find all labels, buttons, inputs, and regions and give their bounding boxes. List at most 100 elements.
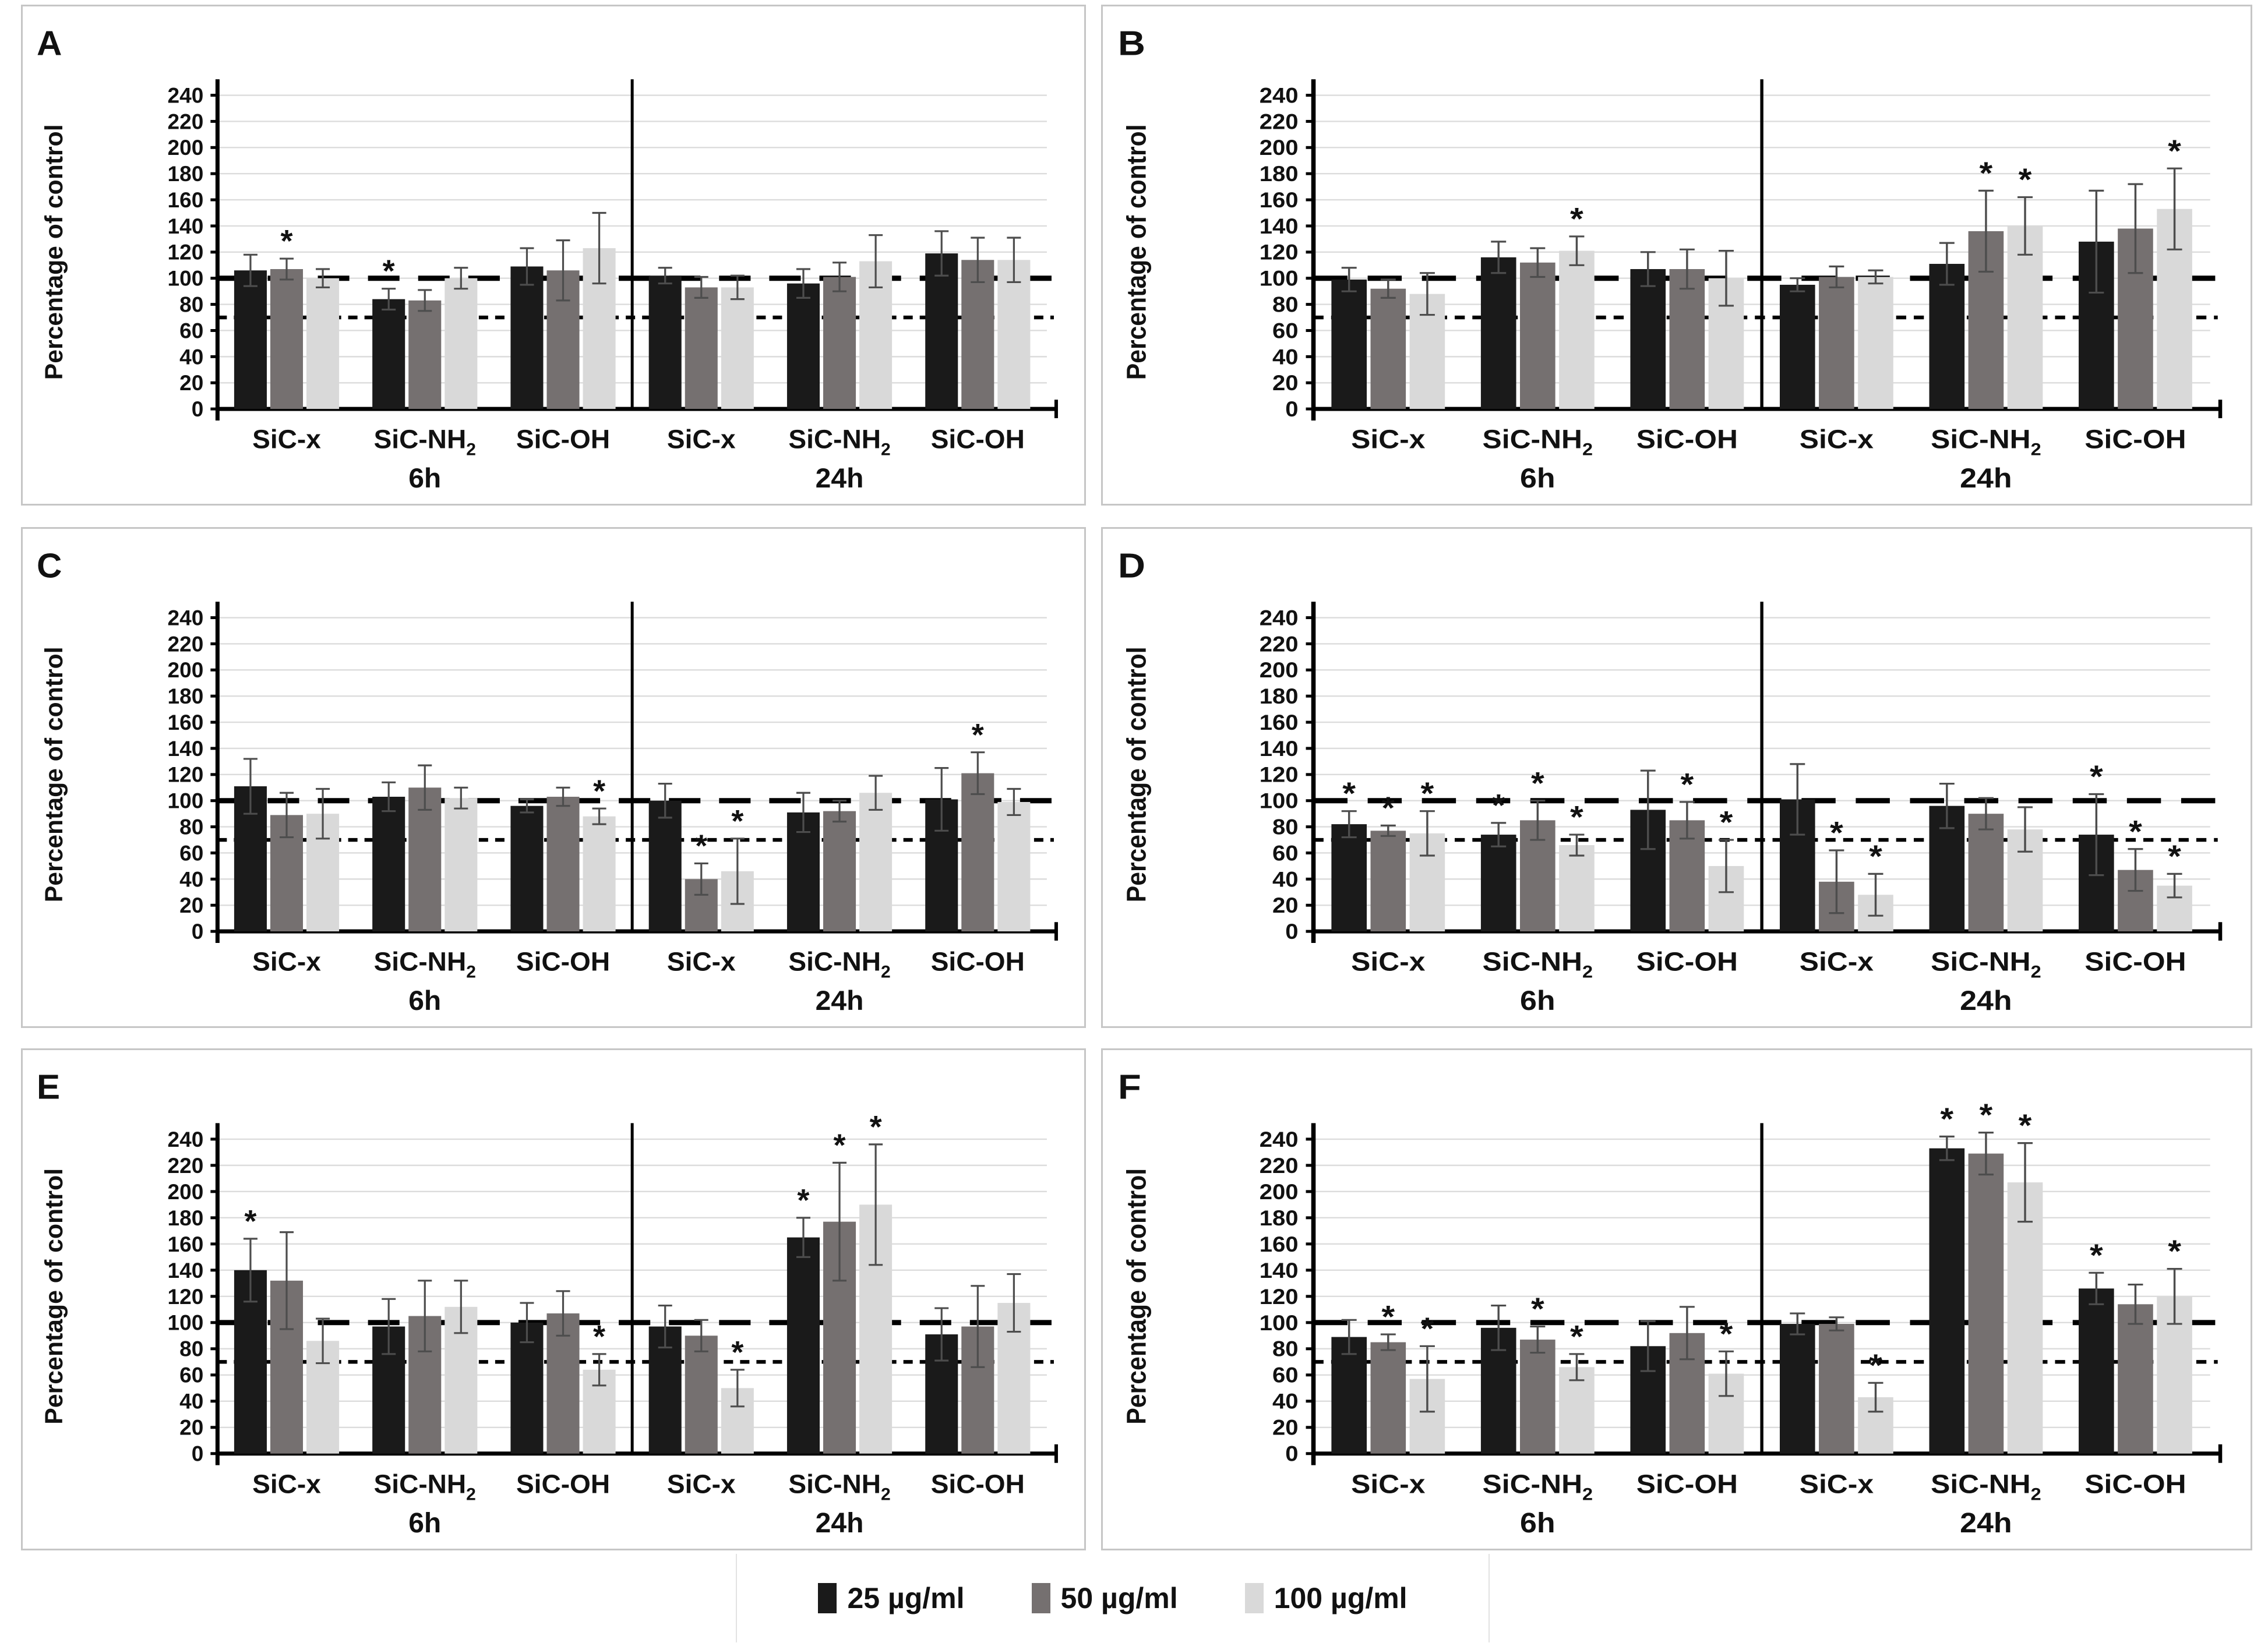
y-tick-label: 60 bbox=[179, 319, 203, 343]
y-tick-label: 100 bbox=[168, 1311, 204, 1335]
legend-label-50: 50 µg/ml bbox=[1060, 1582, 1178, 1614]
bar-B-6h-SiC-NH2-25 µg/ml bbox=[1480, 257, 1516, 409]
bar-C-6h-SiC-NH2-100 µg/ml bbox=[445, 798, 478, 932]
bar-D-6h-SiC-NH2-100 µg/ml bbox=[1559, 845, 1595, 932]
category-label: SiC-OH bbox=[516, 424, 610, 454]
category-label: SiC-x bbox=[667, 424, 736, 454]
significance-asterisk: * bbox=[834, 1128, 846, 1163]
bar-E-6h-SiC-OH-25 µg/ml bbox=[510, 1322, 544, 1454]
y-tick-label: 180 bbox=[1260, 685, 1299, 709]
category-label: SiC-OH bbox=[516, 1469, 610, 1499]
y-tick-label: 0 bbox=[1285, 920, 1298, 944]
y-tick-label: 40 bbox=[1272, 1390, 1299, 1414]
bar-B-24h-SiC-x-50 µg/ml bbox=[1819, 277, 1854, 409]
y-tick-label: 20 bbox=[1272, 1416, 1299, 1440]
category-label: SiC-NH2 bbox=[788, 1469, 890, 1504]
bar-C-6h-SiC-NH2-25 µg/ml bbox=[372, 796, 405, 932]
significance-asterisk: * bbox=[1940, 1101, 1953, 1136]
panel-letter: B bbox=[1118, 24, 1145, 63]
bar-C-24h-SiC-OH-100 µg/ml bbox=[997, 801, 1031, 932]
y-tick-label: 100 bbox=[168, 789, 204, 813]
y-tick-label: 100 bbox=[168, 267, 204, 291]
y-tick-label: 140 bbox=[168, 214, 204, 238]
y-tick-label: 160 bbox=[1260, 1232, 1299, 1256]
y-tick-label: 100 bbox=[1260, 267, 1299, 291]
bar-F-6h-SiC-NH2-50 µg/ml bbox=[1520, 1340, 1555, 1454]
legend-swatch-50-icon bbox=[1031, 1583, 1050, 1613]
panel-C: 0 20 40 60 80 100 120 140 160 180 200 220 240 Percent… bbox=[21, 527, 1086, 1028]
significance-asterisk: * bbox=[797, 1183, 809, 1218]
y-tick-label: 200 bbox=[168, 1180, 204, 1204]
bar-F-6h-SiC-NH2-100 µg/ml bbox=[1559, 1367, 1595, 1454]
bar-B-24h-SiC-x-100 µg/ml bbox=[1858, 277, 1893, 409]
time-group-label: 6h bbox=[408, 463, 441, 494]
category-label: SiC-x bbox=[1800, 425, 1874, 455]
y-tick-label: 180 bbox=[1260, 1206, 1299, 1230]
y-tick-label: 220 bbox=[1260, 1154, 1299, 1178]
category-label: SiC-NH2 bbox=[374, 1469, 476, 1504]
time-group-label: 6h bbox=[1520, 462, 1555, 494]
y-tick-label: 60 bbox=[179, 842, 203, 865]
category-label: SiC-x bbox=[252, 424, 321, 454]
y-tick-label: 20 bbox=[179, 893, 203, 917]
significance-asterisk: * bbox=[1381, 790, 1395, 825]
bar-A-6h-SiC-NH2-100 µg/ml bbox=[445, 278, 478, 409]
panel-letter: A bbox=[37, 24, 62, 63]
significance-asterisk: * bbox=[1342, 776, 1356, 811]
significance-asterisk: * bbox=[870, 1110, 882, 1144]
significance-asterisk: * bbox=[972, 718, 984, 752]
significance-asterisk: * bbox=[2019, 1108, 2032, 1143]
y-tick-label: 0 bbox=[1285, 398, 1298, 422]
category-label: SiC-NH2 bbox=[1931, 948, 2041, 982]
bar-E-6h-SiC-OH-50 µg/ml bbox=[546, 1313, 580, 1454]
y-tick-label: 140 bbox=[168, 1259, 204, 1282]
significance-asterisk: * bbox=[731, 1335, 743, 1370]
bar-A-24h-SiC-x-50 µg/ml bbox=[685, 287, 718, 409]
category-label: SiC-NH2 bbox=[788, 424, 890, 460]
category-label: SiC-x bbox=[1800, 948, 1874, 977]
significance-asterisk: * bbox=[593, 773, 605, 808]
y-tick-label: 40 bbox=[1272, 345, 1299, 369]
significance-asterisk: * bbox=[1381, 1299, 1395, 1334]
y-tick-label: 40 bbox=[179, 867, 203, 891]
y-tick-label: 80 bbox=[179, 1337, 203, 1361]
significance-asterisk: * bbox=[1531, 1291, 1544, 1326]
time-group-label: 6h bbox=[408, 985, 441, 1016]
significance-asterisk: * bbox=[1570, 201, 1583, 236]
bar-F-24h-SiC-x-50 µg/ml bbox=[1819, 1324, 1854, 1454]
significance-asterisk: * bbox=[1869, 1348, 1882, 1383]
y-tick-label: 0 bbox=[1285, 1442, 1298, 1466]
significance-asterisk: * bbox=[1421, 776, 1434, 811]
y-tick-label: 120 bbox=[1260, 763, 1299, 787]
category-label: SiC-x bbox=[667, 1469, 736, 1499]
significance-asterisk: * bbox=[1680, 766, 1694, 801]
time-group-label: 24h bbox=[816, 1508, 864, 1539]
y-axis-title: Percentage of control bbox=[1122, 646, 1152, 902]
significance-asterisk: * bbox=[1570, 799, 1583, 834]
significance-asterisk: * bbox=[593, 1319, 605, 1354]
significance-asterisk: * bbox=[383, 254, 395, 289]
category-label: SiC-OH bbox=[516, 946, 610, 977]
bar-D-6h-SiC-x-50 µg/ml bbox=[1370, 831, 1406, 932]
y-tick-label: 20 bbox=[179, 371, 203, 395]
bar-C-6h-SiC-NH2-50 µg/ml bbox=[408, 787, 442, 932]
panel-D: 0 20 40 60 80 100 120 140 160 180 200 220 240 Percent… bbox=[1101, 527, 2252, 1028]
bar-B-24h-SiC-NH2-100 µg/ml bbox=[2007, 225, 2043, 409]
category-label: SiC-OH bbox=[931, 424, 1025, 454]
bar-B-6h-SiC-OH-50 µg/ml bbox=[1669, 269, 1705, 409]
panel-letter: E bbox=[37, 1068, 60, 1107]
y-tick-label: 0 bbox=[192, 1442, 204, 1466]
panel-letter: F bbox=[1118, 1068, 1141, 1107]
category-label: SiC-NH2 bbox=[1483, 1469, 1593, 1504]
y-tick-label: 140 bbox=[1260, 214, 1299, 238]
category-label: SiC-OH bbox=[2084, 1469, 2186, 1499]
y-tick-label: 160 bbox=[168, 1232, 204, 1256]
y-axis-title: Percentage of control bbox=[40, 124, 68, 380]
y-tick-label: 0 bbox=[192, 397, 204, 421]
bar-A-24h-SiC-NH2-25 µg/ml bbox=[786, 283, 820, 409]
y-tick-label: 160 bbox=[1260, 711, 1299, 734]
panel-letter: D bbox=[1118, 547, 1145, 585]
bar-A-6h-SiC-NH2-50 µg/ml bbox=[408, 300, 442, 409]
y-axis-title: Percentage of control bbox=[40, 646, 68, 902]
